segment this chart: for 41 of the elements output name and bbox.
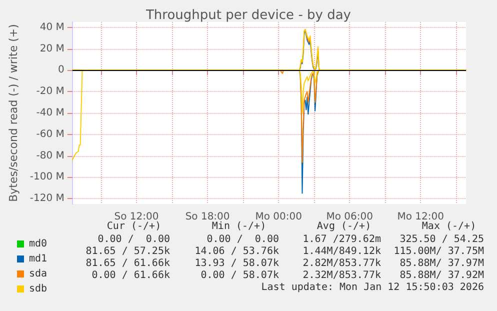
text: 14.06 / 53.76k <box>194 246 279 258</box>
text: 0.00 / 58.07k <box>200 270 279 282</box>
y-tick-label: -40 M <box>36 108 64 118</box>
text: 0.00 / 61.66k <box>92 270 170 282</box>
chart-title: Throughput per device - by day <box>144 8 352 23</box>
y-tick-label: -100 M <box>30 172 64 183</box>
text: 85.88M/ 37.97M <box>400 258 484 270</box>
y-tick-label: 0 <box>58 64 64 76</box>
y-axis-title: Bytes/second read (-) / write (+) <box>7 24 20 202</box>
text: Last update: Mon Jan 12 15:50:03 2026 <box>261 282 484 294</box>
x-tick-label: So 18:00 <box>185 212 230 222</box>
text: Cur (-/+) <box>106 221 162 233</box>
y-tick-label: -120 M <box>30 193 64 204</box>
text: 85.88M/ 37.92M <box>400 270 484 282</box>
text: Avg (-/+) <box>316 221 372 233</box>
text: Min (-/+) <box>212 221 266 233</box>
y-tick-label: -80 M <box>36 150 64 162</box>
x-tick-label: Mo 06:00 <box>326 212 373 222</box>
y-tick-label: 20 M <box>40 43 64 54</box>
text: 81.65 / 61.66k <box>86 258 170 270</box>
text: 2.32M/853.77k <box>302 270 381 282</box>
x-tick-label: So 12:00 <box>114 212 159 222</box>
legend-label: md0 <box>29 238 48 250</box>
legend-label: sdb <box>29 284 48 294</box>
text: 0.00 / 0.00 <box>98 234 170 246</box>
text: 115.00M/ 37.75M <box>394 246 484 258</box>
text: 13.93 / 58.07k <box>194 258 279 270</box>
x-tick-label: Mo 00:00 <box>255 212 302 222</box>
text: 2.82M/853.77k <box>302 258 381 270</box>
legend-label: sda <box>29 268 48 280</box>
text: Max (-/+) <box>422 221 476 233</box>
y-tick-label: -20 M <box>36 86 64 98</box>
text: 1.44M/849.12k <box>302 246 381 258</box>
legend-label: md1 <box>29 254 48 264</box>
text: 81.65 / 57.25k <box>86 246 170 258</box>
y-tick-label: -60 M <box>36 128 64 140</box>
x-tick-label: Mo 12:00 <box>397 212 444 222</box>
y-tick-label: 40 M <box>40 22 64 33</box>
text: 325.50 / 54.25 <box>400 234 484 246</box>
text: 1.67 /279.62m <box>302 234 381 246</box>
text: 0.00 / 0.00 <box>206 234 279 246</box>
